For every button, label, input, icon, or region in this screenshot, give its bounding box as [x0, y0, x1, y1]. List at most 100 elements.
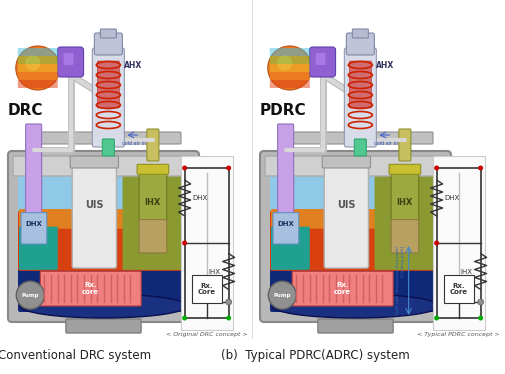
FancyBboxPatch shape: [273, 213, 299, 244]
FancyBboxPatch shape: [18, 72, 58, 80]
Circle shape: [478, 166, 483, 171]
FancyBboxPatch shape: [19, 209, 188, 229]
Text: UIS: UIS: [337, 200, 356, 211]
FancyBboxPatch shape: [18, 64, 58, 72]
FancyBboxPatch shape: [58, 47, 83, 77]
FancyBboxPatch shape: [292, 272, 393, 306]
Text: AHX: AHX: [124, 61, 142, 70]
Circle shape: [434, 240, 439, 245]
FancyBboxPatch shape: [31, 132, 181, 144]
FancyBboxPatch shape: [283, 132, 433, 144]
FancyBboxPatch shape: [18, 267, 189, 312]
FancyBboxPatch shape: [270, 64, 310, 72]
FancyBboxPatch shape: [389, 164, 421, 174]
FancyBboxPatch shape: [355, 139, 366, 156]
FancyBboxPatch shape: [18, 56, 58, 64]
Ellipse shape: [272, 294, 439, 318]
FancyBboxPatch shape: [147, 129, 159, 161]
Circle shape: [434, 316, 439, 321]
FancyBboxPatch shape: [391, 170, 419, 222]
Text: DHX: DHX: [444, 195, 460, 201]
FancyBboxPatch shape: [40, 272, 141, 306]
Text: IHX: IHX: [397, 198, 413, 207]
FancyBboxPatch shape: [19, 227, 58, 270]
Text: DHX: DHX: [192, 195, 208, 201]
FancyBboxPatch shape: [18, 80, 58, 88]
FancyBboxPatch shape: [92, 48, 124, 147]
Circle shape: [182, 240, 187, 245]
Text: Rx.
core: Rx. core: [334, 282, 351, 295]
FancyBboxPatch shape: [18, 198, 189, 271]
Text: IHX: IHX: [461, 269, 473, 275]
FancyBboxPatch shape: [137, 164, 169, 174]
FancyBboxPatch shape: [270, 161, 441, 212]
Text: PDRC: PDRC: [260, 102, 307, 117]
Ellipse shape: [25, 55, 40, 71]
Ellipse shape: [20, 294, 187, 318]
FancyBboxPatch shape: [344, 48, 376, 147]
FancyBboxPatch shape: [18, 48, 58, 56]
FancyBboxPatch shape: [270, 80, 310, 88]
Circle shape: [478, 299, 484, 305]
Text: UIS: UIS: [85, 200, 104, 211]
FancyBboxPatch shape: [13, 156, 194, 176]
Text: Rx.
core: Rx. core: [82, 282, 99, 295]
FancyBboxPatch shape: [181, 156, 233, 330]
FancyBboxPatch shape: [72, 163, 117, 268]
Text: Rx.
Core: Rx. Core: [449, 282, 468, 295]
FancyBboxPatch shape: [352, 29, 368, 38]
Text: DHX: DHX: [277, 221, 294, 227]
FancyBboxPatch shape: [100, 29, 116, 38]
Text: cold air in: cold air in: [122, 141, 146, 146]
Ellipse shape: [268, 46, 312, 90]
FancyBboxPatch shape: [94, 33, 122, 55]
Text: DRC: DRC: [8, 102, 43, 117]
Circle shape: [182, 316, 187, 321]
FancyBboxPatch shape: [316, 53, 326, 65]
FancyBboxPatch shape: [18, 161, 189, 212]
Text: DHX: DHX: [25, 221, 42, 227]
Text: < Typical PDRC concept >: < Typical PDRC concept >: [417, 332, 500, 337]
Ellipse shape: [16, 46, 60, 90]
Text: (b)  Typical PDRC(ADRC) system: (b) Typical PDRC(ADRC) system: [221, 349, 410, 362]
FancyBboxPatch shape: [123, 171, 188, 270]
FancyBboxPatch shape: [349, 61, 371, 108]
FancyBboxPatch shape: [64, 53, 74, 65]
FancyBboxPatch shape: [265, 156, 446, 176]
FancyBboxPatch shape: [322, 156, 371, 168]
FancyBboxPatch shape: [278, 124, 293, 221]
FancyBboxPatch shape: [433, 156, 485, 330]
FancyBboxPatch shape: [97, 61, 119, 108]
FancyBboxPatch shape: [66, 319, 141, 333]
FancyBboxPatch shape: [271, 209, 440, 229]
Text: AHX: AHX: [376, 61, 394, 70]
FancyBboxPatch shape: [310, 47, 335, 77]
FancyBboxPatch shape: [270, 72, 310, 80]
Text: < Original DRC concept >: < Original DRC concept >: [166, 332, 247, 337]
FancyBboxPatch shape: [270, 48, 310, 56]
Circle shape: [434, 166, 439, 171]
FancyBboxPatch shape: [26, 124, 41, 221]
FancyBboxPatch shape: [191, 275, 222, 303]
Circle shape: [226, 299, 232, 305]
Text: Cold-side (downward flow path)
[Cooling path]: Cold-side (downward flow path) [Cooling …: [396, 246, 405, 315]
FancyBboxPatch shape: [270, 56, 310, 64]
Circle shape: [226, 166, 231, 171]
FancyBboxPatch shape: [271, 227, 310, 270]
FancyBboxPatch shape: [139, 170, 167, 222]
FancyBboxPatch shape: [103, 139, 114, 156]
FancyBboxPatch shape: [324, 163, 369, 268]
Text: Pump: Pump: [22, 293, 39, 298]
Ellipse shape: [277, 55, 292, 71]
Text: IHX: IHX: [209, 269, 221, 275]
Circle shape: [226, 316, 231, 321]
Text: cold air in: cold air in: [374, 141, 398, 146]
FancyBboxPatch shape: [391, 220, 419, 253]
Text: Pump: Pump: [274, 293, 291, 298]
FancyBboxPatch shape: [70, 156, 119, 168]
Circle shape: [268, 281, 296, 309]
FancyBboxPatch shape: [8, 151, 199, 322]
FancyBboxPatch shape: [270, 198, 441, 271]
FancyBboxPatch shape: [260, 151, 451, 322]
Circle shape: [478, 316, 483, 321]
